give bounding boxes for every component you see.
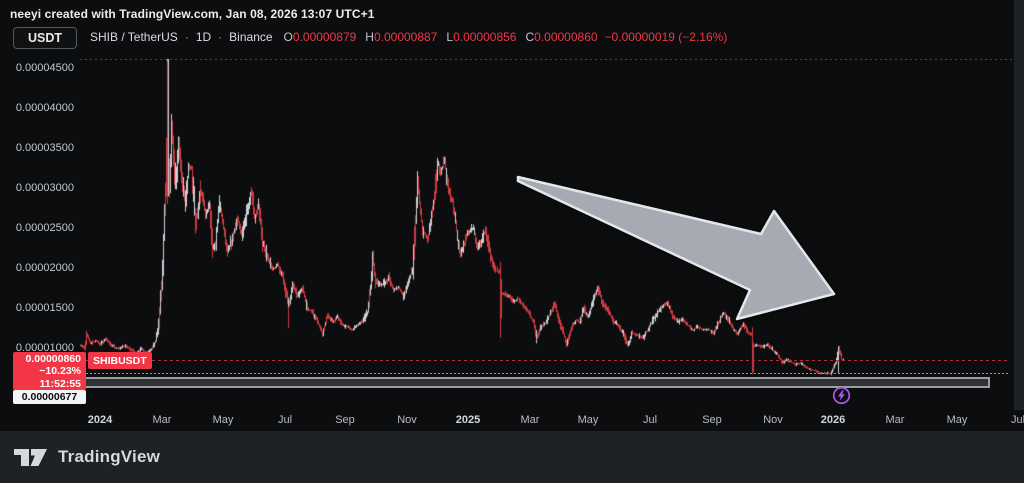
price-tick-label: 0.00001000 xyxy=(15,342,74,355)
last-price-label: 0.00000860 −10.23% 11:52:55 xyxy=(13,352,86,390)
time-tick-label: Nov xyxy=(763,414,783,426)
close-value: C0.00000860 xyxy=(525,30,598,44)
exchange-label: Binance xyxy=(229,30,273,44)
tradingview-logo-text: TradingView xyxy=(58,447,161,466)
chart-toolbar: USDT xyxy=(13,27,77,49)
flash-badge-icon[interactable] xyxy=(832,386,851,405)
price-tick-label: 0.00001500 xyxy=(15,302,74,315)
legend-separator: · xyxy=(218,30,223,44)
price-tick-label: 0.00004500 xyxy=(15,61,74,74)
symbol-name[interactable]: SHIB / TetherUS xyxy=(90,30,178,44)
time-tick-label: Jul xyxy=(642,414,658,426)
bar-countdown: 11:52:55 xyxy=(39,377,81,390)
time-tick-label: 2026 xyxy=(820,414,846,426)
low-value: L0.00000856 xyxy=(446,30,517,44)
legend-separator: · xyxy=(184,30,189,44)
high-value: H0.00000887 xyxy=(365,30,438,44)
time-tick-label: Nov xyxy=(397,414,417,426)
time-tick-label: Jul xyxy=(277,414,293,426)
price-tick-label: 0.00002500 xyxy=(15,222,74,235)
price-tick-label: 0.00002000 xyxy=(15,262,74,275)
time-tick-label: Mar xyxy=(885,414,905,426)
interval-label[interactable]: 1D xyxy=(195,30,212,44)
down-arrow-shape[interactable] xyxy=(516,175,836,321)
change-value: −0.00000019 (−2.16%) xyxy=(604,30,728,44)
time-tick-label: Jul xyxy=(1010,414,1024,426)
crash-low-price-label: 0.00000677 xyxy=(13,390,86,404)
tradingview-logo[interactable]: TradingView xyxy=(14,447,160,467)
symbol-legend: SHIB / TetherUS · 1D · Binance O0.000008… xyxy=(90,30,727,44)
symbol-price-line-tag: SHIBUSDT xyxy=(88,352,152,369)
lightning-bolt-icon xyxy=(837,390,846,401)
price-tick-label: 0.00003500 xyxy=(15,141,74,154)
ohlc-values: O0.00000879 H0.00000887 L0.00000856 C0.0… xyxy=(284,30,598,44)
currency-toggle-button[interactable]: USDT xyxy=(13,27,77,49)
footer-bar: TradingView xyxy=(0,431,1024,483)
time-tick-label: 2024 xyxy=(87,414,113,426)
time-tick-label: May xyxy=(946,414,968,426)
crash-low-dotted-line xyxy=(58,373,1008,374)
tradingview-logo-icon xyxy=(14,448,47,466)
open-value: O0.00000879 xyxy=(283,30,357,44)
change-percent: −10.23% xyxy=(39,365,81,378)
snapshot-watermark: neeyi created with TradingView.com, Jan … xyxy=(10,7,375,21)
price-tick-label: 0.00003000 xyxy=(15,181,74,194)
time-tick-label: Sep xyxy=(335,414,355,426)
last-price-dashed-line xyxy=(80,360,1010,361)
price-tick-label: 0.00004000 xyxy=(15,101,74,114)
time-tick-label: Mar xyxy=(152,414,172,426)
time-tick-label: 2025 xyxy=(455,414,481,426)
time-tick-label: Sep xyxy=(702,414,722,426)
time-tick-label: May xyxy=(212,414,234,426)
time-tick-label: Mar xyxy=(520,414,540,426)
time-tick-label: May xyxy=(577,414,599,426)
last-price-value: 0.00000860 xyxy=(25,353,81,365)
badge-circle xyxy=(832,386,851,405)
